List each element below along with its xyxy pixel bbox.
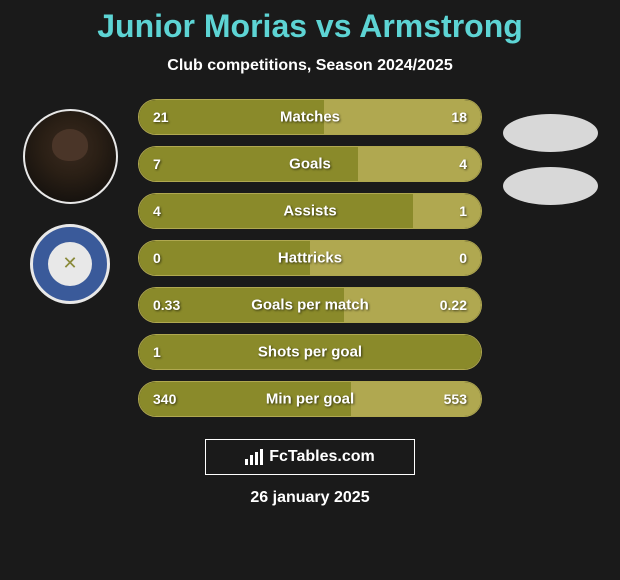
stat-value-left: 4 (153, 203, 161, 219)
stat-value-right: 4 (459, 156, 467, 172)
stat-label: Matches (280, 109, 340, 126)
player-right-column (490, 99, 610, 417)
stat-value-left: 21 (153, 109, 169, 125)
comparison-title: Junior Morias vs Armstrong (0, 0, 620, 45)
stat-label: Min per goal (266, 391, 354, 408)
stat-bar-right-fill (413, 194, 481, 228)
stat-value-left: 0 (153, 250, 161, 266)
stat-value-left: 7 (153, 156, 161, 172)
stat-value-left: 340 (153, 391, 176, 407)
stat-value-left: 1 (153, 344, 161, 360)
stat-value-right: 0.22 (440, 297, 467, 313)
stat-label: Assists (283, 203, 336, 220)
stat-value-right: 0 (459, 250, 467, 266)
stat-label: Goals (289, 156, 331, 173)
comparison-date: 26 january 2025 (0, 489, 620, 507)
stat-bar: Matches 21 18 (138, 99, 482, 135)
stat-value-right: 18 (451, 109, 467, 125)
comparison-content: ✕ Matches 21 18 Goals 7 4 Assists 4 1 Hattricks 0 0… (0, 99, 620, 417)
stat-value-left: 0.33 (153, 297, 180, 313)
stats-bars: Matches 21 18 Goals 7 4 Assists 4 1 Hattricks 0 0 Go… (130, 99, 490, 417)
club-badge-right-placeholder (503, 167, 598, 205)
stat-value-right: 553 (444, 391, 467, 407)
stat-bar: Hattricks 0 0 (138, 240, 482, 276)
stat-bar: Goals per match 0.33 0.22 (138, 287, 482, 323)
chart-icon (245, 449, 263, 465)
watermark: FcTables.com (205, 439, 415, 475)
player-avatar-left (23, 109, 118, 204)
stat-bar: Goals 7 4 (138, 146, 482, 182)
club-badge-left: ✕ (30, 224, 110, 304)
club-badge-inner-icon: ✕ (48, 242, 92, 286)
player-avatar-right-placeholder (503, 114, 598, 152)
watermark-text: FcTables.com (269, 448, 375, 466)
stat-bar: Shots per goal 1 (138, 334, 482, 370)
stat-label: Hattricks (278, 250, 342, 267)
stat-bar: Assists 4 1 (138, 193, 482, 229)
comparison-subtitle: Club competitions, Season 2024/2025 (0, 57, 620, 75)
stat-bar: Min per goal 340 553 (138, 381, 482, 417)
stat-label: Goals per match (251, 297, 369, 314)
stat-value-right: 1 (459, 203, 467, 219)
player-left-column: ✕ (10, 99, 130, 417)
stat-label: Shots per goal (258, 344, 362, 361)
stat-bar-left-fill (139, 194, 413, 228)
